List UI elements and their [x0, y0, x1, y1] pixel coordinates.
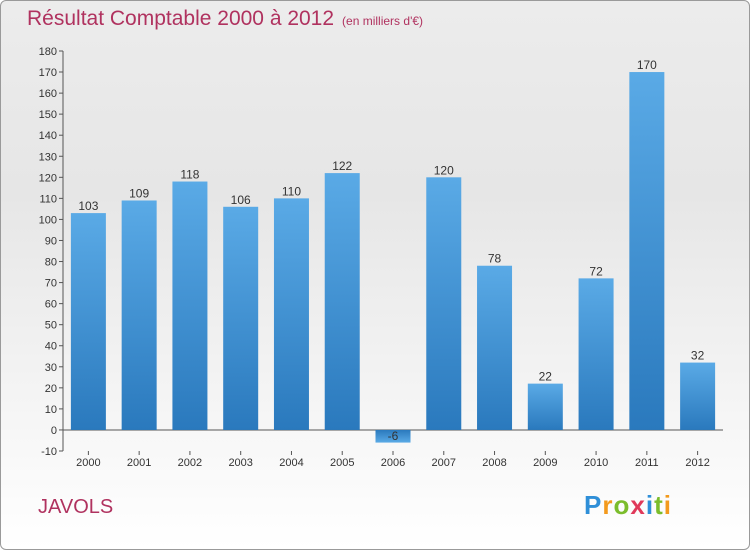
y-tick-label: 170 — [39, 67, 57, 79]
bar — [121, 200, 157, 430]
data-label: -6 — [388, 429, 399, 443]
proxiti-logo: Proxiti — [584, 490, 672, 521]
data-label: 32 — [691, 349, 705, 363]
y-tick-label: 150 — [39, 109, 57, 121]
logo-letter: x — [630, 490, 646, 520]
bars — [70, 72, 716, 443]
y-tick-label: 100 — [39, 214, 57, 226]
y-tick-label: 70 — [45, 278, 57, 290]
x-tick-label: 2001 — [127, 457, 151, 469]
bar — [223, 206, 259, 430]
data-label: 72 — [589, 264, 603, 278]
y-tick-label: 50 — [45, 320, 57, 332]
y-tick-label: 30 — [45, 362, 57, 374]
bar — [70, 213, 106, 430]
bar — [324, 173, 360, 430]
y-tick-label: 60 — [45, 299, 57, 311]
y-tick-label: 180 — [39, 46, 57, 58]
y-tick-label: -10 — [41, 446, 57, 458]
y-tick-label: 90 — [45, 235, 57, 247]
data-label: 110 — [282, 184, 301, 198]
y-tick-label: 20 — [45, 383, 57, 395]
chart-title-main: Résultat Comptable 2000 à 2012 — [27, 7, 335, 30]
y-tick-label: 120 — [39, 172, 57, 184]
data-labels: 103 109 118 106 110 122 -6 120 78 22 72 170 32 — [78, 58, 704, 443]
y-tick-label: 160 — [39, 88, 57, 100]
x-tick-label: 2000 — [76, 457, 100, 469]
bar — [375, 429, 411, 443]
x-tick-label: 2012 — [685, 457, 709, 469]
data-label: 118 — [180, 168, 199, 182]
logo-letter: t — [654, 490, 664, 520]
logo-letter: P — [584, 490, 603, 520]
data-label: 120 — [434, 163, 454, 177]
data-label: 22 — [539, 370, 553, 384]
bar — [172, 181, 208, 430]
chart-title: Résultat Comptable 2000 à 2012 (en millie… — [27, 7, 423, 31]
bar — [629, 72, 665, 430]
y-tick-label: 0 — [51, 425, 57, 437]
x-tick-label: 2006 — [381, 457, 405, 469]
data-label: 170 — [637, 58, 657, 72]
data-label: 78 — [488, 252, 502, 266]
logo-letter: i — [663, 490, 672, 520]
x-tick-label: 2004 — [279, 457, 303, 469]
x-tick-label: 2009 — [533, 457, 557, 469]
bar — [477, 265, 513, 430]
y-tick-label: 80 — [45, 257, 57, 269]
y-tick-label: 40 — [45, 341, 57, 353]
x-tick-label: 2003 — [228, 457, 252, 469]
x-tick-label: 2010 — [584, 457, 608, 469]
x-tick-label: 2011 — [635, 457, 659, 469]
bar — [578, 278, 614, 430]
y-tick-label: 130 — [39, 151, 57, 163]
x-tick-label: 2002 — [178, 457, 202, 469]
y-tick-label: 110 — [39, 193, 57, 205]
x-tick-label: 2007 — [432, 457, 456, 469]
chart-title-unit: (en milliers d'€) — [342, 14, 424, 28]
logo-letter: o — [613, 490, 631, 520]
logo-letter: r — [602, 490, 614, 520]
bar — [426, 177, 462, 430]
y-tick-label: 10 — [45, 404, 57, 416]
commune-name: JAVOLS — [38, 496, 114, 518]
y-tick-label: 140 — [39, 130, 57, 142]
bar — [527, 383, 563, 430]
bar — [273, 198, 309, 430]
logo-letter: i — [645, 490, 655, 520]
x-tick-label: 2005 — [330, 457, 354, 469]
data-label: 109 — [129, 186, 149, 200]
data-label: 103 — [78, 199, 98, 213]
x-tick-label: 2008 — [482, 457, 506, 469]
data-label: 122 — [332, 159, 352, 173]
data-label: 106 — [231, 193, 251, 207]
bar — [680, 362, 716, 430]
